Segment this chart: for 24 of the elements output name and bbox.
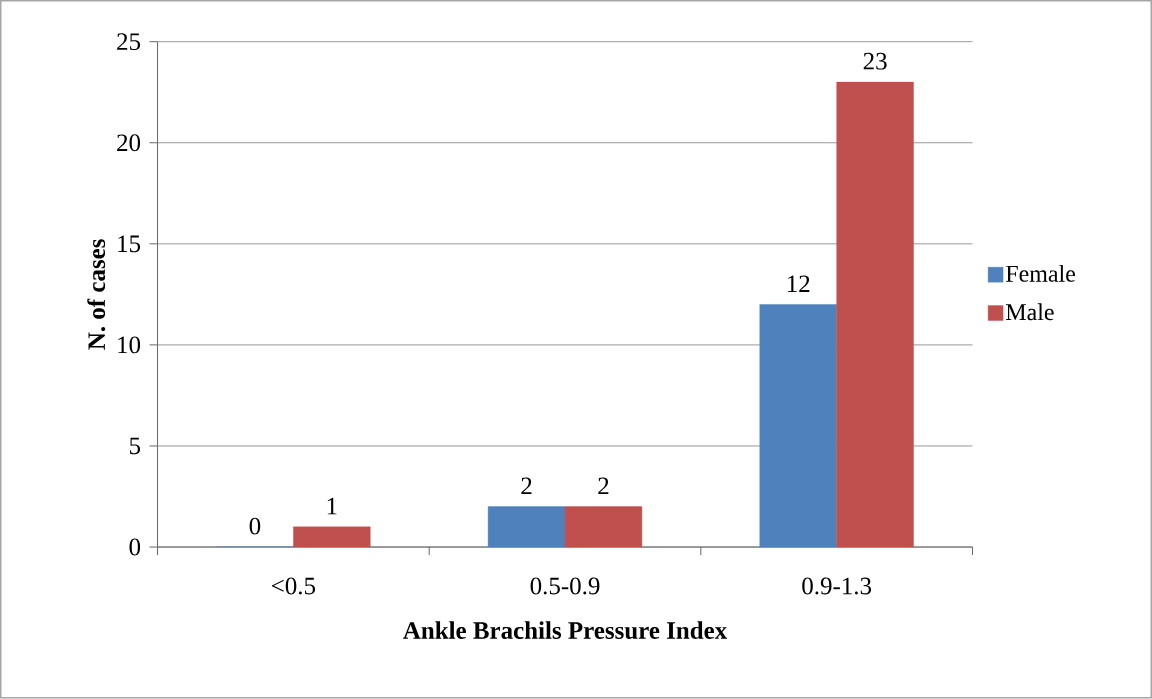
y-tick-label: 25 — [117, 33, 141, 51]
x-axis-title: Ankle Brachils Pressure Index — [403, 621, 728, 640]
bar — [293, 526, 371, 548]
data-label: 23 — [863, 53, 887, 70]
y-tick-label: 15 — [118, 235, 141, 253]
y-tick-label: 0 — [129, 538, 141, 556]
data-label: 2 — [521, 477, 532, 495]
data-label: 0 — [249, 517, 261, 535]
bar — [759, 304, 837, 548]
x-tick-label: <0.5 — [271, 577, 316, 595]
legend-label: Female — [1005, 265, 1076, 283]
y-tick-label: 20 — [117, 134, 141, 152]
data-label: 1 — [327, 498, 337, 515]
bar — [564, 506, 643, 548]
y-tick-label: 10 — [118, 336, 141, 354]
y-tick-label: 5 — [130, 437, 141, 455]
x-tick-label: 0.9-1.3 — [802, 577, 872, 595]
x-tick-label: 0.5-0.9 — [530, 577, 600, 595]
legend-label: Male — [1005, 303, 1054, 321]
bar — [487, 506, 566, 548]
y-axis-title: N. of cases — [87, 239, 106, 350]
data-label: 2 — [598, 477, 609, 495]
data-label: 12 — [787, 275, 810, 293]
bar — [836, 82, 914, 548]
